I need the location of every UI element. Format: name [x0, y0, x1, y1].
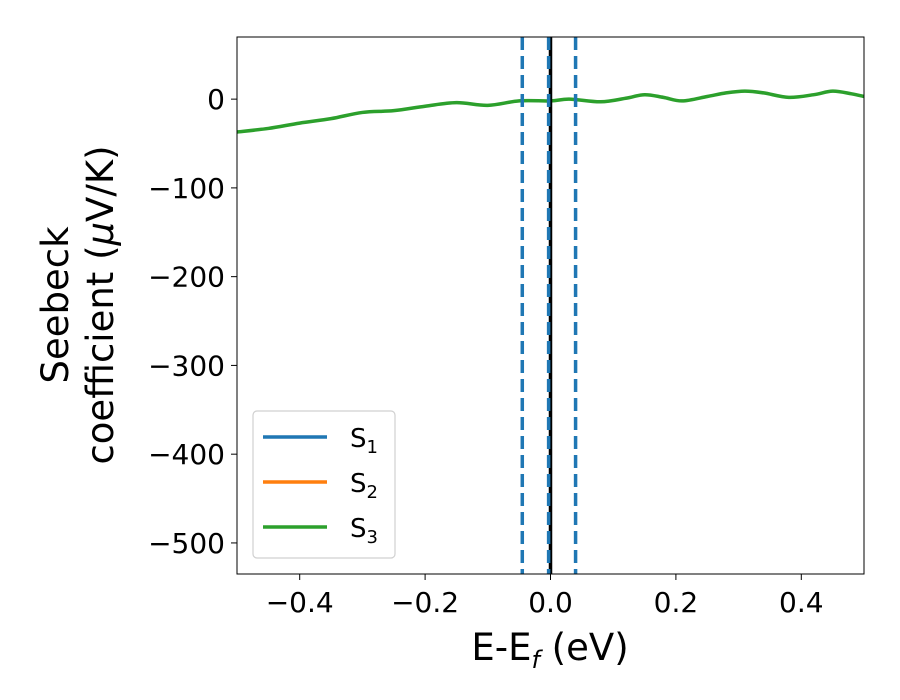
y-axis-ticks: 0 −100 −200 −300 −400 −500 — [148, 83, 237, 560]
x-axis-ticks: −0.4 −0.2 0.0 0.2 0.4 — [266, 574, 824, 619]
y-axis-label-line1: Seebeck — [34, 226, 77, 384]
x-tick-label: 0.0 — [528, 586, 573, 619]
legend: S1 S2 S3 — [252, 410, 396, 559]
y-tick-label: −100 — [148, 172, 225, 205]
vline-layer — [520, 37, 578, 574]
legend-label-1: S1 — [350, 424, 378, 458]
series-layer — [237, 89, 864, 134]
y-tick-label: −300 — [148, 349, 225, 382]
y-tick-label: −500 — [148, 527, 225, 560]
x-tick-label: 0.4 — [779, 586, 824, 619]
legend-label-3: S3 — [350, 514, 378, 548]
x-axis-label: E-Ef (eV) — [471, 626, 628, 674]
x-tick-label: 0.2 — [654, 586, 699, 619]
legend-box — [252, 410, 396, 559]
x-tick-label: −0.4 — [266, 586, 334, 619]
series-line-3 — [237, 89, 864, 134]
y-tick-label: 0 — [207, 83, 225, 116]
legend-label-2: S2 — [350, 469, 378, 503]
y-tick-label: −200 — [148, 261, 225, 294]
y-tick-label: −400 — [148, 438, 225, 471]
x-tick-label: −0.2 — [391, 586, 459, 619]
y-axis-label-line2: coefficient (μV/K) — [79, 145, 122, 464]
